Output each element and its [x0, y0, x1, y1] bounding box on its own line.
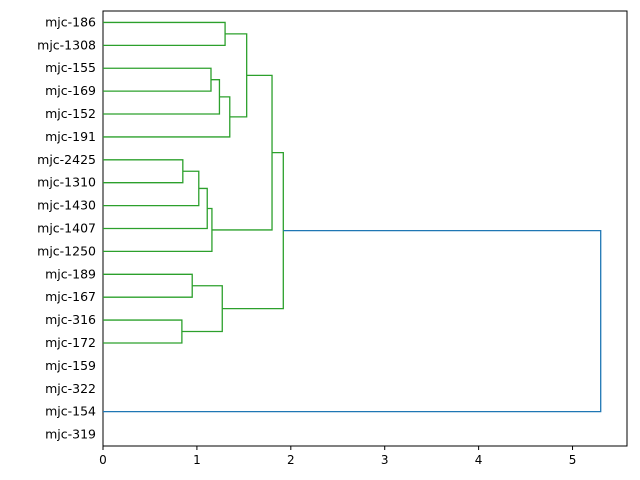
dendrogram-link: [103, 319, 183, 344]
leaf-label: mjc-1430: [37, 198, 96, 213]
leaf-label: mjc-154: [45, 404, 96, 419]
dendrogram-link: [225, 33, 248, 118]
leaf-label: mjc-155: [45, 60, 96, 75]
x-tick-label: 2: [287, 453, 295, 467]
dendrogram-link: [211, 74, 273, 231]
x-tick-label: 0: [99, 453, 107, 467]
leaf-label: mjc-172: [45, 335, 96, 350]
leaf-label: mjc-189: [45, 266, 96, 281]
dendrogram-link: [103, 170, 200, 207]
leaf-label: mjc-322: [45, 381, 96, 396]
leaf-label: mjc-1407: [37, 221, 96, 236]
x-tick-label: 1: [193, 453, 201, 467]
dendrogram-link: [103, 79, 221, 115]
leaf-label: mjc-316: [45, 312, 96, 327]
leaf-label: mjc-191: [45, 129, 96, 144]
leaf-label: mjc-2425: [37, 152, 96, 167]
dendrogram-link: [103, 229, 602, 413]
leaf-label: mjc-1308: [37, 37, 96, 52]
dendrogram-link: [103, 96, 231, 138]
dendrogram-link: [181, 285, 223, 333]
dendrogram-link: [103, 159, 184, 184]
dendrogram-link: [103, 187, 208, 230]
x-tick-label: 4: [475, 453, 483, 467]
x-tick-label: 5: [569, 453, 577, 467]
leaf-label: mjc-167: [45, 289, 96, 304]
x-tick-label: 3: [381, 453, 389, 467]
leaf-label: mjc-159: [45, 358, 96, 373]
leaf-label: mjc-169: [45, 83, 96, 98]
dendrogram-link: [103, 207, 213, 253]
dendrogram-link: [103, 21, 226, 46]
leaf-label: mjc-186: [45, 14, 96, 29]
leaf-label: mjc-1310: [37, 175, 96, 190]
leaf-label: mjc-319: [45, 427, 96, 442]
leaf-label: mjc-1250: [37, 243, 96, 258]
dendrogram-link: [103, 67, 212, 92]
dendrogram-link: [222, 152, 284, 310]
leaf-label: mjc-152: [45, 106, 96, 121]
dendrogram-link: [103, 273, 193, 298]
